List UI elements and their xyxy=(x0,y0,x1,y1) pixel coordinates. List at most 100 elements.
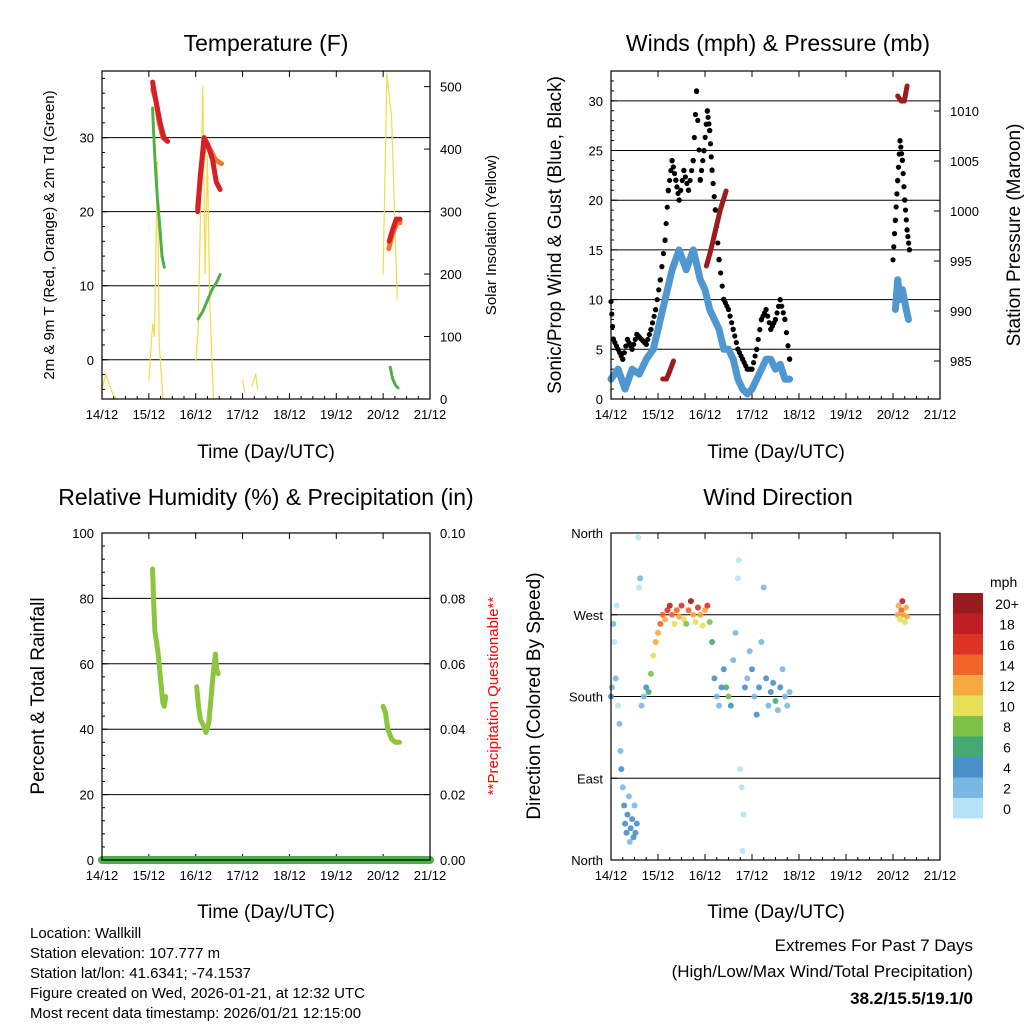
temperature-ylabel-right: Solar Insolation (Yellow) xyxy=(483,155,500,315)
legend-label: 18 xyxy=(999,617,1015,633)
y-tick-label: 10 xyxy=(589,293,603,308)
solar-insolation-line xyxy=(195,85,215,400)
y-tick-label: East xyxy=(577,771,603,786)
wind-direction-point xyxy=(617,748,624,754)
wind-direction-point xyxy=(629,816,636,823)
gust-point xyxy=(632,336,638,343)
gust-point xyxy=(774,310,780,316)
2m-t-line xyxy=(195,135,223,215)
legend-swatch xyxy=(953,654,983,675)
gust-point xyxy=(673,177,679,183)
gust-point xyxy=(906,240,912,246)
gust-point xyxy=(665,187,671,193)
y-tick-label: North xyxy=(571,853,603,868)
x-tick-label: 19/12 xyxy=(830,868,863,883)
legend-swatch xyxy=(953,736,983,757)
wind-direction-point xyxy=(740,811,747,818)
wind-direction-point xyxy=(753,711,760,718)
wind-direction-point xyxy=(631,802,638,809)
x-tick-label: 17/12 xyxy=(226,407,259,422)
x-tick-label: 16/12 xyxy=(689,868,722,883)
wind-direction-point xyxy=(706,619,713,626)
gust-point xyxy=(716,257,722,263)
gust-point xyxy=(899,151,905,157)
wind-direction-point xyxy=(664,607,671,614)
gust-point xyxy=(900,170,906,177)
x-tick-label: 15/12 xyxy=(133,868,166,883)
gust-point xyxy=(757,327,763,333)
gust-point xyxy=(690,157,696,164)
y-right-tick-label: 985 xyxy=(950,354,972,369)
gust-point xyxy=(704,108,710,114)
wind-direction-point xyxy=(622,820,629,827)
wind-direction-point xyxy=(899,598,906,605)
y-tick-label: 5 xyxy=(596,342,603,357)
gust-point xyxy=(671,170,678,177)
gust-point xyxy=(754,346,760,352)
gust-point xyxy=(705,114,711,120)
gust-point xyxy=(623,343,629,349)
gust-point xyxy=(700,158,706,164)
x-tick-label: 18/12 xyxy=(273,868,306,883)
wind-direction-point xyxy=(624,811,631,818)
gust-point xyxy=(702,134,708,140)
y-right-tick-label: 0.00 xyxy=(440,853,465,868)
gust-point xyxy=(669,157,675,164)
winds-xlabel: Time (Day/UTC) xyxy=(707,442,845,463)
gust-point xyxy=(782,316,788,323)
gust-point xyxy=(681,167,687,173)
wind-direction-point xyxy=(673,607,680,614)
wind-direction-point xyxy=(895,602,902,609)
gust-point xyxy=(649,320,656,326)
wind-direction-point xyxy=(781,693,788,700)
extremes-values: 38.2/15.5/19.1/0 xyxy=(850,989,973,1008)
wind-direction-point xyxy=(756,684,763,691)
humidity-title: Relative Humidity (%) & Precipitation (i… xyxy=(58,484,473,510)
gust-point xyxy=(899,157,906,164)
x-tick-label: 17/12 xyxy=(736,868,769,883)
gust-point xyxy=(710,180,716,187)
y-right-tick-label: 1005 xyxy=(950,154,979,169)
wind-direction-point xyxy=(621,802,628,809)
wind-direction-point xyxy=(655,629,661,636)
wind-direction-point xyxy=(737,766,744,773)
gust-point xyxy=(653,306,659,313)
wind-direction-point xyxy=(734,575,741,582)
wind-direction-point xyxy=(657,620,664,627)
footer-location: Location: Wallkill xyxy=(30,925,141,942)
wind-direction-point xyxy=(901,619,908,626)
winds-ylabel: Sonic/Prop Wind & Gust (Blue, Black) xyxy=(545,76,566,394)
humidity-ylabel: Percent & Total Rainfall xyxy=(28,597,49,794)
wind-direction-point xyxy=(702,607,708,614)
wind-direction-point xyxy=(676,613,683,620)
wind-direction-point xyxy=(725,693,732,700)
wind-direction-point xyxy=(608,684,615,691)
x-tick-label: 19/12 xyxy=(830,407,863,422)
legend-swatch xyxy=(953,757,983,778)
wind-direction-point xyxy=(647,670,654,677)
gust-point xyxy=(783,330,790,336)
wind-direction-xlabel: Time (Day/UTC) xyxy=(707,902,845,923)
winds-plot-frame xyxy=(610,70,941,400)
precip-questionable-label: **Precipitation Questionable** xyxy=(485,597,502,796)
extremes-subtitle: (High/Low/Max Wind/Total Precipitation) xyxy=(672,962,973,981)
gust-point xyxy=(730,326,736,333)
wind-direction-point xyxy=(626,838,633,845)
station-pressure-line xyxy=(895,83,910,104)
legend-swatch xyxy=(953,634,983,655)
y-tick-label: 20 xyxy=(80,205,94,220)
y-tick-label: 30 xyxy=(80,131,94,146)
gust-point xyxy=(646,331,652,338)
gust-point xyxy=(715,240,721,246)
gust-point xyxy=(697,177,703,183)
y-right-tick-label: 500 xyxy=(440,80,462,95)
humidity-xlabel: Time (Day/UTC) xyxy=(197,902,335,923)
wind-direction-point xyxy=(669,611,676,618)
x-tick-label: 14/12 xyxy=(595,868,628,883)
legend-label: 8 xyxy=(1003,719,1011,735)
wind-direction-point xyxy=(671,620,678,627)
x-tick-label: 16/12 xyxy=(179,868,212,883)
footer-created: Figure created on Wed, 2026-01-21, at 12… xyxy=(30,985,365,1002)
gust-point xyxy=(692,111,699,118)
